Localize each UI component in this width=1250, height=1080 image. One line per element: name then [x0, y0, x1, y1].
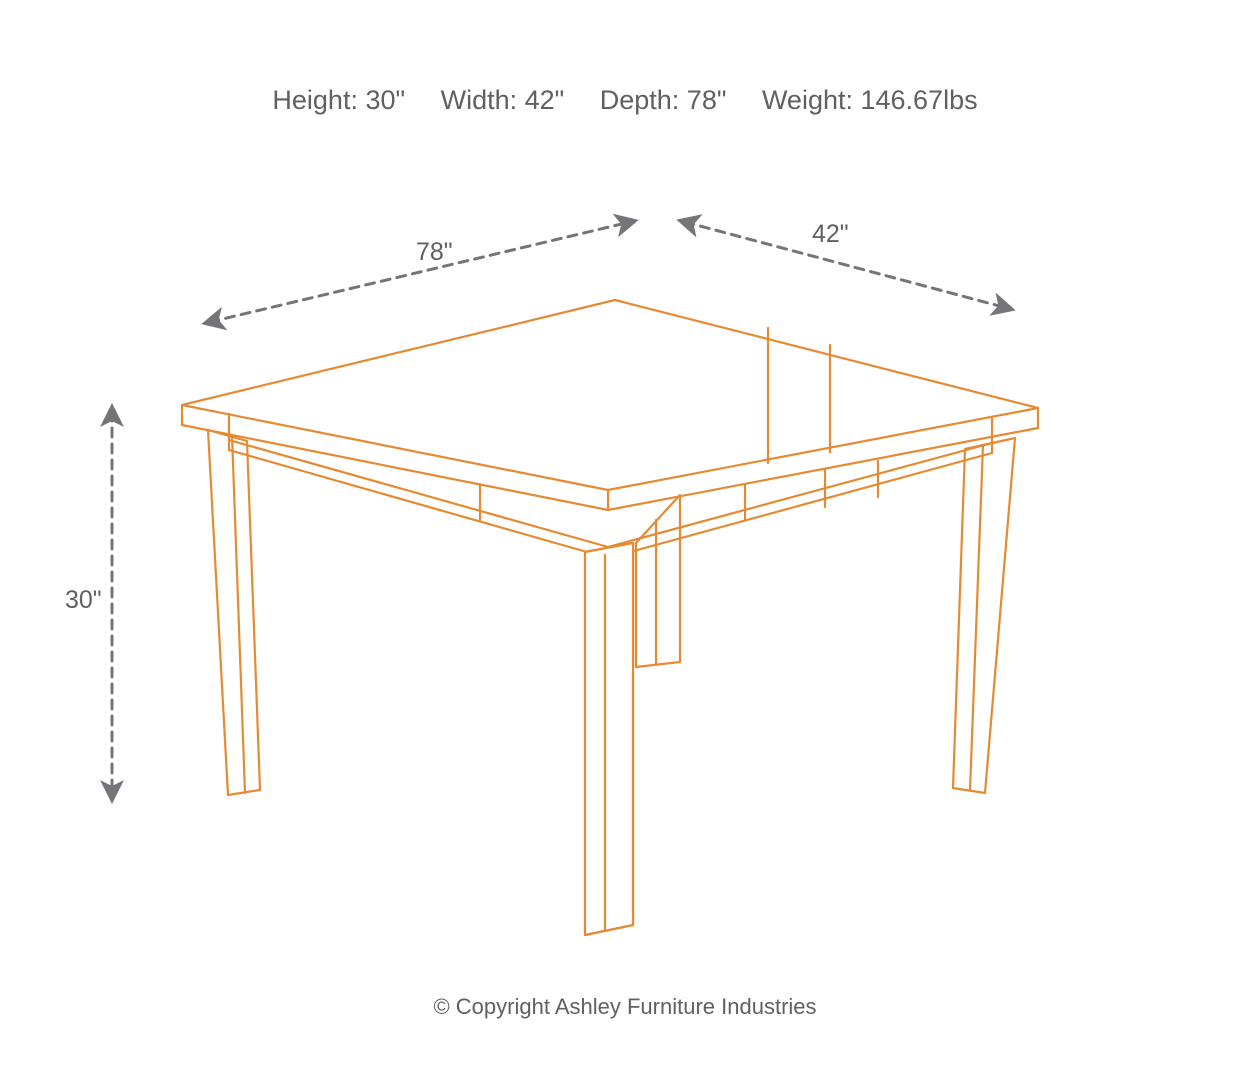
spec-width: Width: 42" — [441, 85, 565, 115]
spec-height: Height: 30" — [272, 85, 405, 115]
dim-label-height: 30" — [65, 586, 102, 615]
spec-depth: Depth: 78" — [600, 85, 727, 115]
dim-label-depth: 78" — [416, 238, 453, 267]
diagram-svg — [0, 0, 1250, 1080]
dimension-diagram: Height: 30" Width: 42" Depth: 78" Weight… — [0, 0, 1250, 1080]
copyright-text: © Copyright Ashley Furniture Industries — [0, 994, 1250, 1020]
specs-header: Height: 30" Width: 42" Depth: 78" Weight… — [0, 85, 1250, 116]
dim-label-width: 42" — [812, 220, 849, 249]
spec-weight: Weight: 146.67lbs — [762, 85, 978, 115]
